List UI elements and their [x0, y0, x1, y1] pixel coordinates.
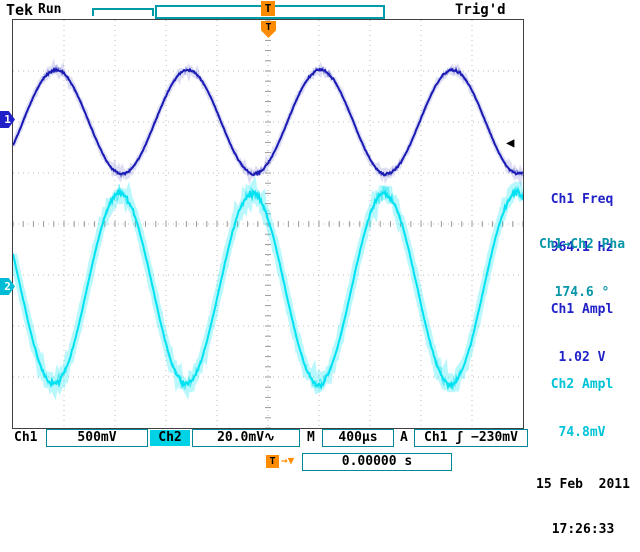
trigger-position-readout: 0.00000 s: [302, 453, 452, 471]
ch1-scale-readout: 500mV: [46, 429, 148, 447]
ch1-label: Ch1: [14, 430, 38, 445]
ch2-scale-readout: 20.0mV∿: [192, 429, 300, 447]
trigger-readout: Ch1 ʃ −230mV: [414, 429, 528, 447]
record-view-left-segment: [92, 8, 154, 16]
measurement-value: 1.02 V: [558, 350, 606, 365]
timebase-readout: 400µs: [322, 429, 394, 447]
ch2-ground-marker: 2: [0, 278, 15, 295]
timebase-label: M: [307, 430, 315, 445]
measurement-label: Ch1→Ch2 Pha: [538, 237, 626, 252]
oscilloscope-screen: { "header": { "logo": "Tek", "acq_status…: [0, 1, 638, 537]
datetime-block: 15 Feb 2011 17:26:33: [528, 447, 638, 552]
date-text: 15 Feb 2011: [536, 477, 630, 492]
trigger-position-marker: T: [261, 21, 276, 38]
graticule: [9, 19, 527, 429]
delay-arrow-icon: →▼: [281, 454, 295, 467]
measurement-ch1-freq: Ch1 Freq 964.1 Hz: [526, 160, 638, 272]
trigger-status: Trig'd: [455, 2, 506, 18]
measurement-label: Ch2 Ampl: [550, 377, 614, 392]
measurement-ch2-ampl: Ch2 Ampl 74.8mV: [526, 345, 638, 457]
trigger-position-marker-top: T: [261, 1, 275, 16]
acquisition-status: Run: [38, 2, 62, 17]
waveform-display: [9, 19, 527, 429]
trigger-level-arrow: ◀: [506, 135, 515, 151]
measurement-value: 74.8mV: [558, 425, 606, 440]
measurement-value: 174.6 °: [554, 285, 610, 300]
measurement-value: 964.1 Hz: [550, 240, 614, 255]
tek-logo: Tek: [6, 1, 34, 19]
measurement-label: Ch1 Freq: [550, 192, 614, 207]
time-text: 17:26:33: [551, 522, 615, 537]
trigger-mode-label: A: [400, 430, 408, 445]
delay-marker-chip: T: [266, 455, 279, 468]
measurement-label: Ch1 Ampl: [550, 302, 614, 317]
measurement-ch1-ampl: Ch1 Ampl 1.02 V: [526, 270, 638, 382]
measurement-ch1-ch2-phase: Ch1→Ch2 Pha 174.6 °: [526, 205, 638, 317]
ch1-ground-marker: 1: [0, 111, 15, 128]
ch2-label-chip: Ch2: [150, 430, 190, 446]
